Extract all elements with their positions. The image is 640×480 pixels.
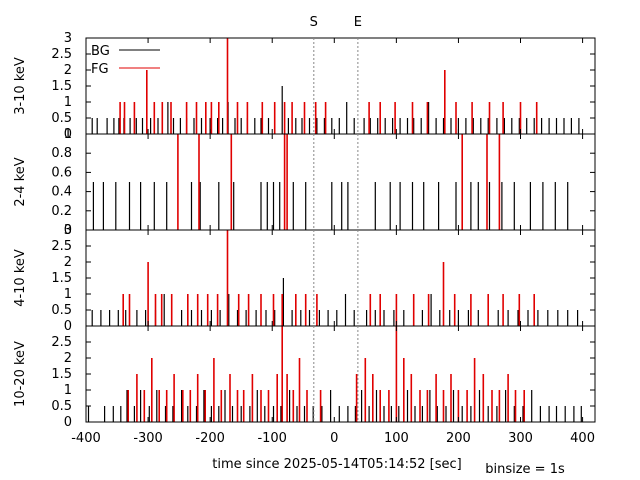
series-BG bbox=[91, 86, 580, 134]
binsize-label: binsize = 1s bbox=[485, 462, 565, 477]
y-tick-label: 0 bbox=[64, 127, 72, 142]
series-FG bbox=[127, 326, 526, 422]
series-BG bbox=[91, 278, 579, 326]
y-tick-label: 2 bbox=[64, 351, 72, 366]
series-BG bbox=[87, 390, 582, 422]
y-tick-label: 1.5 bbox=[51, 79, 72, 94]
x-tick-label: -200 bbox=[195, 431, 225, 446]
y-tick-label: 2 bbox=[64, 63, 72, 78]
series-FG bbox=[119, 38, 538, 134]
x-tick-label: 300 bbox=[508, 431, 533, 446]
y-tick-label: 1 bbox=[64, 95, 72, 110]
panel-3-10 keV: 00.511.522.533-10 keV bbox=[13, 31, 596, 142]
y-tick-label: 1 bbox=[64, 127, 72, 142]
y-tick-label: 2.5 bbox=[51, 239, 72, 254]
y-axis-label: 10-20 keV bbox=[13, 341, 28, 407]
y-tick-label: 0.5 bbox=[51, 303, 72, 318]
y-axis-label: 3-10 keV bbox=[13, 57, 28, 115]
x-tick-label: 100 bbox=[384, 431, 409, 446]
x-tick-label: -100 bbox=[257, 431, 287, 446]
panel-4-10 keV: 00.511.522.534-10 keV bbox=[13, 223, 596, 334]
x-tick-label: 200 bbox=[446, 431, 471, 446]
y-tick-label: 0.5 bbox=[51, 111, 72, 126]
series-FG bbox=[177, 134, 501, 230]
y-axis-label: 2-4 keV bbox=[13, 157, 28, 206]
y-tick-label: 0 bbox=[64, 319, 72, 334]
panel-10-20 keV: 00.511.522.5 10-20 keV bbox=[13, 325, 596, 430]
y-tick-label: 1 bbox=[64, 287, 72, 302]
y-tick-label: 0.2 bbox=[51, 204, 72, 219]
x-axis-label: time since 2025-05-14T05:14:52 [sec] bbox=[212, 457, 461, 472]
marker-label-S: S bbox=[310, 15, 318, 30]
panel-2-4 keV: 0 0.2 0.4 0.6 0.8 1 2-4 keV bbox=[13, 127, 596, 238]
y-tick-label: 0.6 bbox=[51, 165, 72, 180]
panel-frame bbox=[85, 325, 596, 423]
legend-fg-label: FG bbox=[91, 62, 109, 77]
y-tick-label: 1.5 bbox=[51, 271, 72, 286]
y-tick-label: 3 bbox=[64, 223, 72, 238]
y-tick-label: 0 bbox=[64, 415, 72, 430]
y-tick-label: 3 bbox=[64, 31, 72, 46]
x-tick-label: 400 bbox=[570, 431, 595, 446]
y-tick-label: 0.4 bbox=[51, 185, 72, 200]
series-BG bbox=[92, 182, 569, 230]
marker-label-E: E bbox=[354, 15, 362, 30]
y-tick-label: 2.5 bbox=[51, 335, 72, 350]
x-axis: -400 -300 -200 -100 0 100 200 300 400 bbox=[71, 431, 595, 446]
legend: BG FG bbox=[91, 44, 160, 77]
series-FG bbox=[122, 230, 536, 326]
legend-bg-label: BG bbox=[91, 44, 110, 59]
y-tick-label: 1.5 bbox=[51, 367, 72, 382]
y-axis-label: 4-10 keV bbox=[13, 249, 28, 307]
x-tick-label: 0 bbox=[330, 431, 338, 446]
y-tick-label: 0.8 bbox=[51, 146, 72, 161]
y-tick-label: 2.5 bbox=[51, 47, 72, 62]
x-tick-label: -300 bbox=[133, 431, 163, 446]
y-tick-label: 0.5 bbox=[51, 399, 72, 414]
panel-frame bbox=[85, 133, 596, 231]
x-tick-label: -400 bbox=[71, 431, 101, 446]
y-tick-label: 2 bbox=[64, 255, 72, 270]
y-tick-label: 0 bbox=[64, 223, 72, 238]
y-tick-label: 1 bbox=[64, 383, 72, 398]
